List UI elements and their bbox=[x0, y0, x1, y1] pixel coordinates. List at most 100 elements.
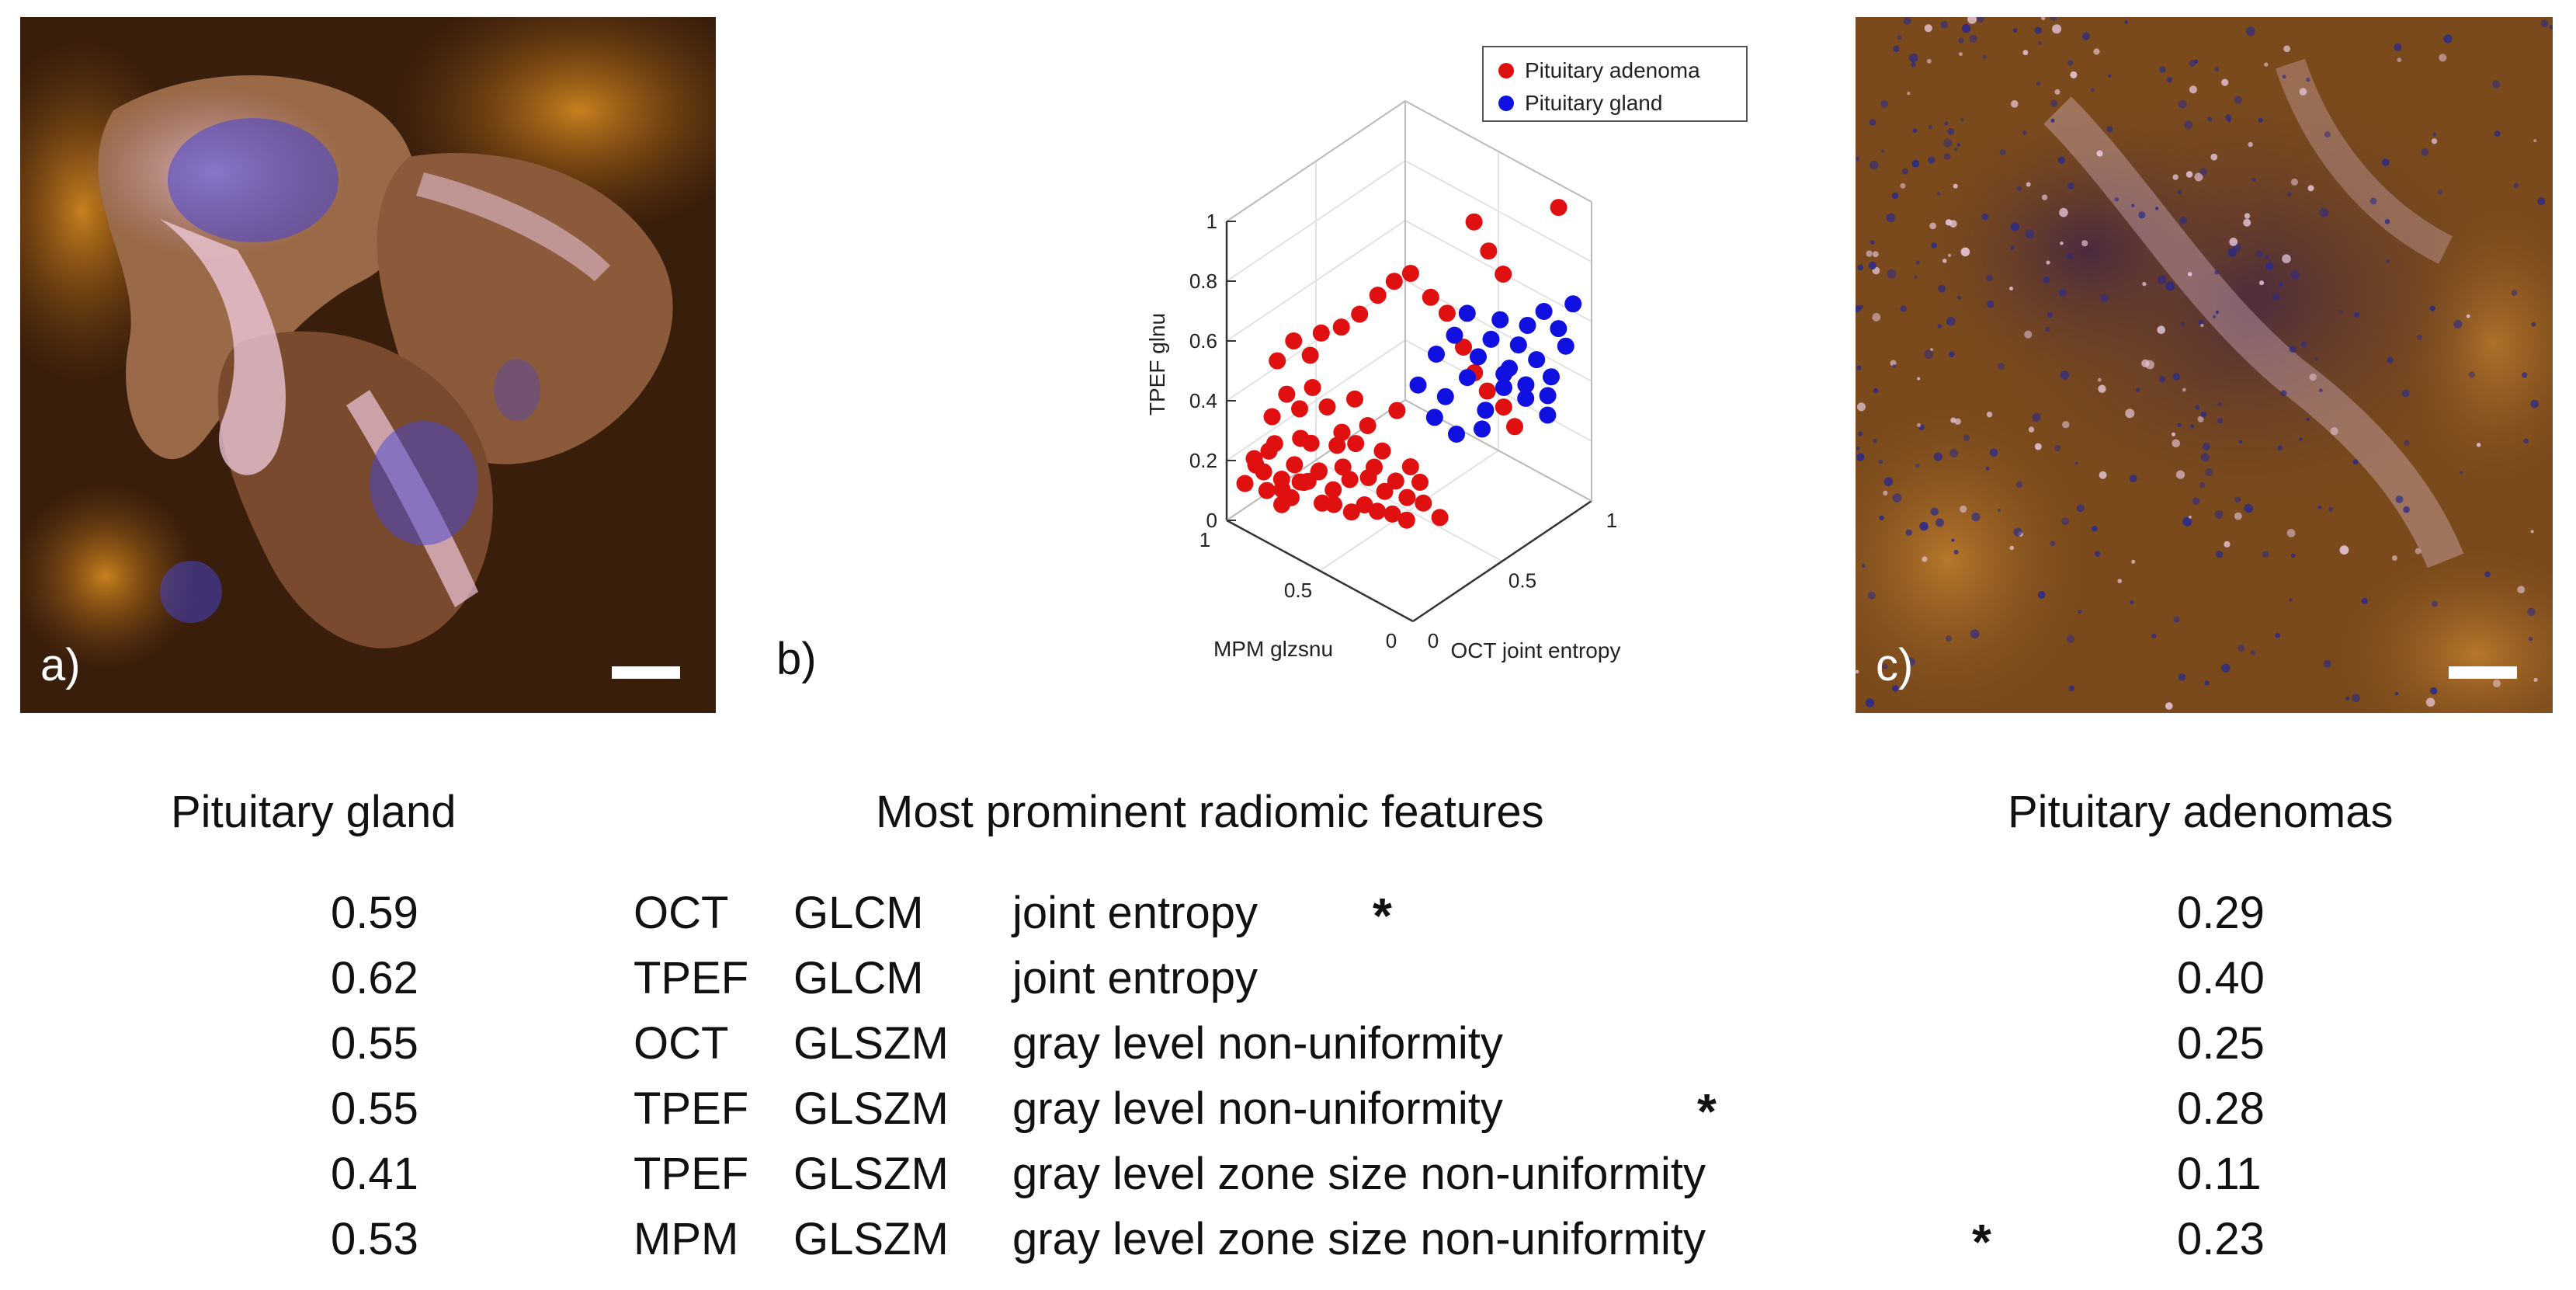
nucleus-dot bbox=[2234, 496, 2241, 503]
nucleus-dot bbox=[2425, 697, 2435, 707]
nucleus-dot bbox=[1880, 149, 1885, 153]
nucleus-dot bbox=[2391, 555, 2397, 561]
z-tick-label: 0.2 bbox=[1189, 449, 1217, 472]
table-row: 0.55 TPEF GLSZM gray level non-uniformit… bbox=[0, 1083, 2576, 1145]
legend: Pituitary adenoma Pituitary gland bbox=[1482, 46, 1748, 122]
nucleus-dot bbox=[2090, 88, 2095, 92]
nucleus-dot bbox=[2092, 525, 2098, 532]
nucleus-dot bbox=[1865, 698, 1875, 708]
nucleus-dot bbox=[2061, 517, 2070, 526]
nucleus-dot bbox=[2124, 20, 2128, 24]
nucleus-dot bbox=[2439, 54, 2447, 62]
matrix-type: GLSZM bbox=[793, 1083, 949, 1134]
nucleus-dot bbox=[2081, 240, 2088, 247]
nucleus-dot bbox=[2453, 319, 2463, 329]
y-axis-line bbox=[1412, 499, 1592, 623]
nucleus-dot bbox=[2184, 120, 2193, 130]
adenoma-point bbox=[1495, 398, 1512, 416]
adenoma-point bbox=[1373, 442, 1391, 460]
nucleus-dot bbox=[1856, 669, 1859, 674]
nucleus-dot bbox=[1878, 459, 1883, 464]
nucleus-dot bbox=[2050, 118, 2055, 123]
legend-label: Pituitary gland bbox=[1525, 91, 1662, 115]
adenoma-point bbox=[1269, 352, 1286, 370]
adenoma-point bbox=[1383, 505, 1401, 523]
gland-point bbox=[1436, 388, 1454, 405]
nucleus-dot bbox=[1873, 388, 1879, 394]
nucleus-dot bbox=[2234, 96, 2242, 104]
nucleus-dot bbox=[1915, 260, 1920, 265]
gland-point bbox=[1491, 311, 1509, 329]
nucleus-dot bbox=[1911, 62, 1916, 68]
nucleus-dot bbox=[1868, 261, 1876, 269]
nucleus-dot bbox=[2511, 290, 2518, 297]
nucleus-dot bbox=[2011, 100, 2019, 108]
nucleus-dot bbox=[2050, 541, 2056, 547]
nucleus-dot bbox=[2192, 497, 2200, 506]
nucleus-dot bbox=[1907, 92, 1911, 96]
nucleus-dot bbox=[1919, 521, 1929, 531]
adenoma-point bbox=[1465, 213, 1483, 231]
adenoma-point bbox=[1273, 481, 1291, 499]
nucleus-dot bbox=[1935, 518, 1944, 527]
nucleus-dot bbox=[2328, 506, 2334, 512]
nucleus-dot bbox=[2060, 370, 2070, 380]
nucleus-dot bbox=[2022, 50, 2029, 56]
nucleus-dot bbox=[2227, 248, 2237, 257]
nucleus-dot bbox=[1861, 564, 1866, 568]
nucleus-dot bbox=[2345, 696, 2350, 701]
feature-name: gray level zone size non-uniformity bbox=[1012, 1214, 1706, 1264]
nucleus-dot bbox=[1873, 438, 1877, 443]
nucleus-dot bbox=[2429, 305, 2435, 311]
nucleus-dot bbox=[1943, 138, 1953, 148]
adenoma-point bbox=[1341, 471, 1359, 489]
adenoma-point bbox=[1312, 324, 1330, 342]
adenoma-point bbox=[1332, 318, 1350, 336]
legend-marker bbox=[1498, 96, 1514, 111]
nucleus-dot bbox=[2036, 82, 2041, 86]
nucleus-dot bbox=[2530, 399, 2540, 409]
nucleus-dot bbox=[1960, 247, 1970, 257]
nucleus-dot bbox=[2338, 309, 2343, 314]
nucleus-dot bbox=[2386, 259, 2390, 263]
nucleus-dot bbox=[2224, 541, 2231, 548]
nucleus-dot bbox=[2397, 57, 2402, 63]
nucleus-dot bbox=[1958, 37, 1964, 43]
nucleus-dot bbox=[2179, 216, 2188, 224]
nucleus-dot bbox=[2352, 694, 2360, 703]
nucleus-dot bbox=[2290, 178, 2298, 186]
nucleus-dot bbox=[2172, 174, 2178, 180]
nucleus-dot bbox=[2189, 85, 2197, 94]
nucleus-dot bbox=[1857, 402, 1866, 412]
nucleus-dot bbox=[2353, 311, 2359, 318]
table-row: 0.53 MPM GLSZM gray level zone size non-… bbox=[0, 1213, 2576, 1275]
nucleus-dot bbox=[1883, 490, 1888, 496]
nucleus-dot bbox=[2319, 207, 2329, 217]
table-row: 0.55 OCT GLSZM gray level non-uniformity… bbox=[0, 1017, 2576, 1080]
nucleus-dot bbox=[2517, 586, 2526, 594]
gland-point bbox=[1543, 368, 1560, 386]
nucleus-dot bbox=[2527, 607, 2536, 616]
nucleus-dot bbox=[1858, 431, 1863, 436]
nucleus-dot bbox=[2015, 481, 2023, 489]
nucleus-dot bbox=[2437, 190, 2442, 195]
nucleus-dot bbox=[2290, 553, 2296, 558]
adenoma-point bbox=[1376, 482, 1394, 500]
nucleus-dot bbox=[2172, 373, 2180, 381]
adenoma-point bbox=[1291, 400, 1308, 418]
nucleus-dot bbox=[2062, 421, 2070, 429]
nucleus-dot bbox=[2131, 203, 2135, 207]
adenoma-point bbox=[1398, 489, 1416, 506]
nucleus-dot bbox=[2227, 119, 2231, 123]
nucleus-dot bbox=[2013, 527, 2022, 537]
nucleus-dot bbox=[2215, 310, 2220, 315]
adenoma-point bbox=[1263, 408, 1281, 426]
gland-point bbox=[1509, 336, 1527, 354]
gland-point bbox=[1557, 337, 1574, 355]
nucleus-dot bbox=[1900, 183, 1906, 189]
nucleus-dot bbox=[2317, 505, 2322, 509]
adenoma-point bbox=[1325, 495, 1342, 513]
nucleus-dot bbox=[2159, 376, 2166, 383]
feature-name: gray level non-uniformity bbox=[1012, 1083, 1503, 1134]
nucleus-dot bbox=[2309, 374, 2317, 381]
